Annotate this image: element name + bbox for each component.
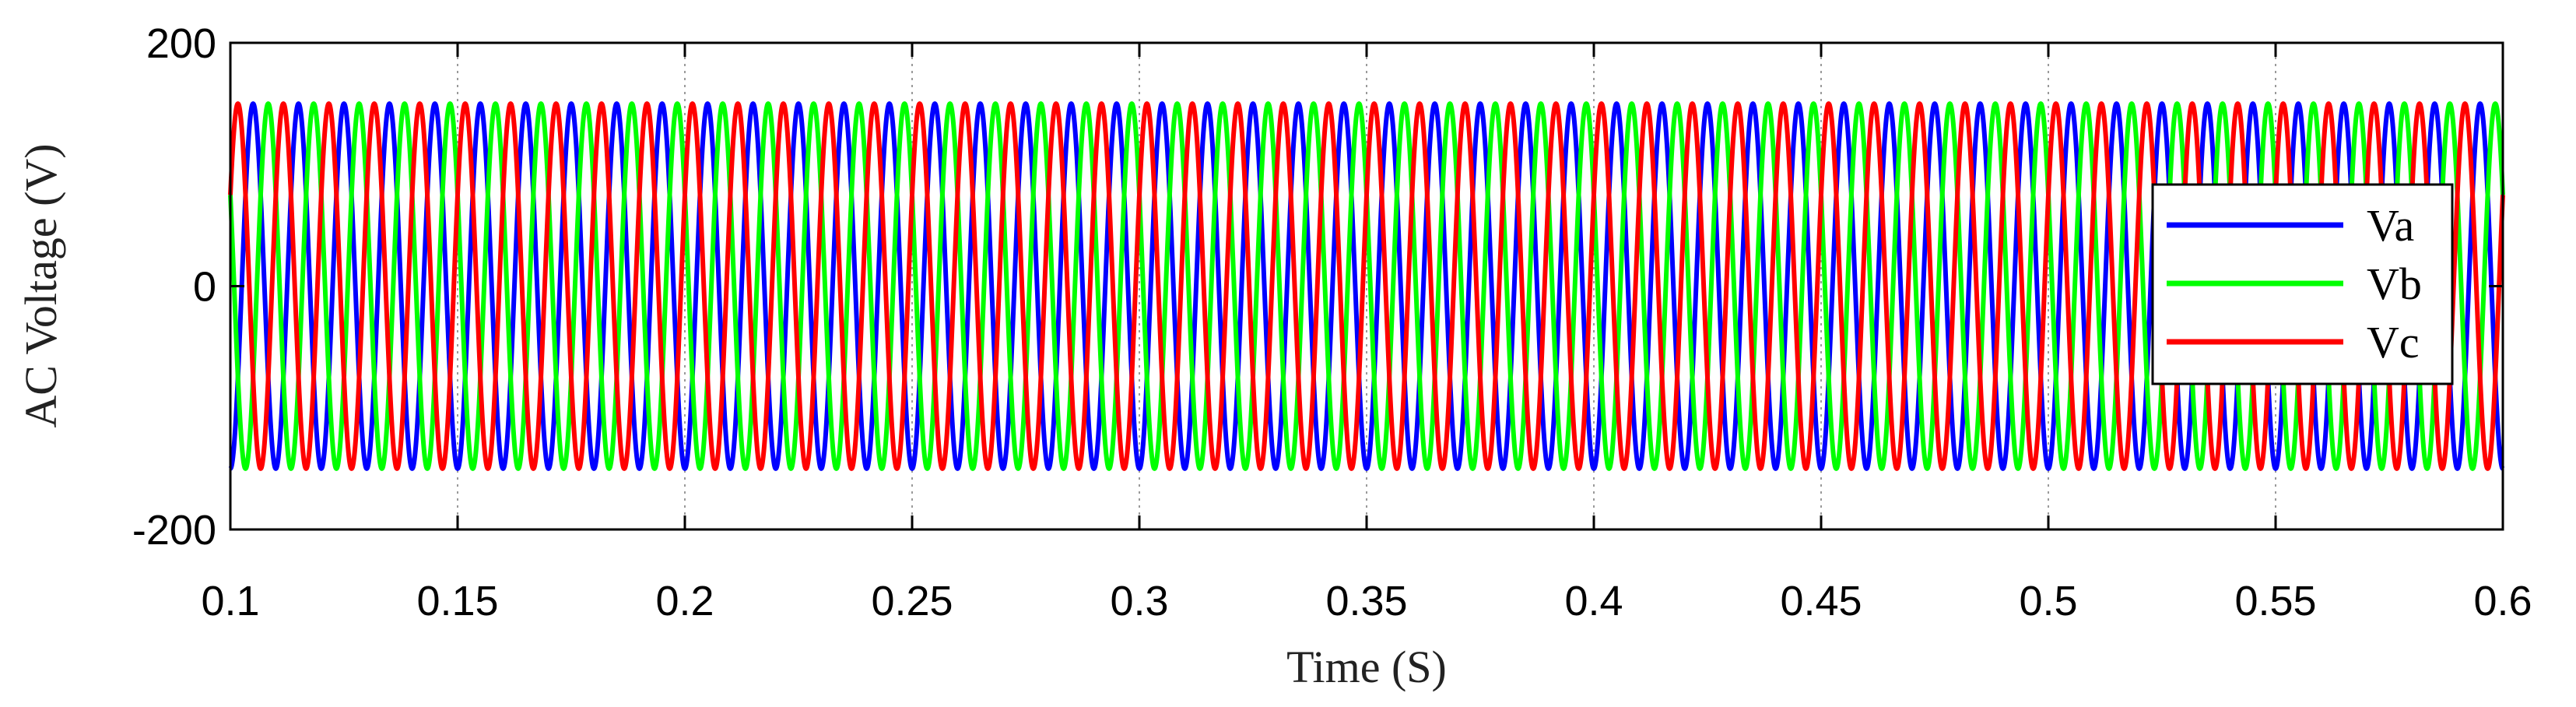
x-tick-label: 0.45: [1780, 578, 1862, 624]
x-tick-label: 0.35: [1325, 578, 1407, 624]
legend-label-vc: Vc: [2367, 317, 2420, 368]
x-tick-label: 0.1: [201, 578, 259, 624]
x-tick-label: 0.15: [416, 578, 498, 624]
axis-ticks: [229, 41, 2504, 531]
x-tick-label: 0.4: [1564, 578, 1623, 624]
x-tick-label: 0.25: [871, 578, 953, 624]
series-lines: [228, 101, 2505, 471]
y-tick-label: -200: [132, 507, 216, 554]
plot-background: [230, 43, 2503, 529]
x-tick-labels: 0.1 0.15 0.2 0.25 0.3 0.35 0.4 0.45 0.5 0.55 0.6: [201, 578, 2532, 624]
x-axis-title: Time (S): [1286, 642, 1447, 692]
x-tick-label: 0.55: [2234, 578, 2316, 624]
x-tick-label: 0.5: [2019, 578, 2077, 624]
x-tick-label: 0.3: [1110, 578, 1168, 624]
legend-label-va: Va: [2367, 200, 2414, 251]
x-tick-label: 0.6: [2473, 578, 2532, 624]
legend: Va Vb Vc: [2151, 183, 2454, 385]
y-tick-label: 0: [193, 264, 216, 311]
y-axis-title: AC Voltage (V): [16, 143, 66, 427]
x-tick-label: 0.2: [655, 578, 714, 624]
y-tick-label: 200: [146, 20, 216, 67]
legend-label-vb: Vb: [2367, 259, 2422, 309]
y-tick-labels: -200 0 200: [132, 20, 216, 554]
series-line-vc: [228, 101, 2505, 471]
